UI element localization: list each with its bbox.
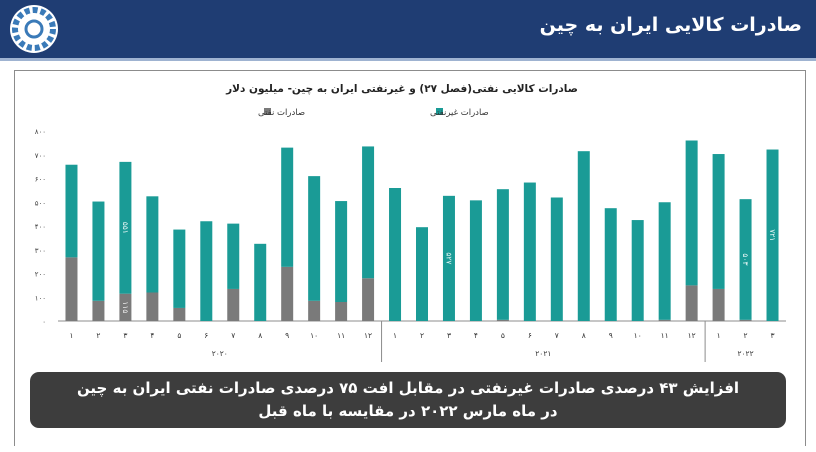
logo-icon xyxy=(10,5,58,53)
bar-nonoil-19 xyxy=(550,197,563,321)
banner-line-2: در ماه مارس ۲۰۲۲ در مقایسه با ماه قبل xyxy=(258,402,558,420)
bar-oil-2 xyxy=(92,300,105,321)
bar-nonoil-23 xyxy=(658,202,671,320)
bar-nonoil-20 xyxy=(577,151,590,321)
x-tick-label: ۵ xyxy=(501,331,505,340)
data-label-2: ۱۱۵ xyxy=(121,301,130,313)
bar-oil-24 xyxy=(685,285,698,321)
x-tick-label: ۱ xyxy=(393,331,397,340)
bar-nonoil-3 xyxy=(119,161,132,294)
bar-nonoil-8 xyxy=(254,243,267,321)
legend-swatch-1 xyxy=(264,108,271,115)
y-tick-label: ۱۰۰ xyxy=(35,294,46,302)
bar-nonoil-11 xyxy=(335,201,348,302)
data-label-1: ۵۵۱ xyxy=(121,222,130,234)
y-tick-label: ۷۰۰ xyxy=(35,152,46,160)
x-tick-label: ۱ xyxy=(69,331,73,340)
bar-nonoil-13 xyxy=(389,188,402,321)
x-tick-label: ۷ xyxy=(555,331,559,340)
x-tick-label: ۱۰ xyxy=(634,331,642,340)
legend-label-1: صادرات نفتی xyxy=(258,108,305,118)
bar-nonoil-6 xyxy=(200,221,213,321)
bar-nonoil-2 xyxy=(92,201,105,301)
bar-nonoil-21 xyxy=(604,208,617,321)
x-tick-label: ۲ xyxy=(420,331,424,340)
bar-nonoil-22 xyxy=(631,220,644,321)
page-title: صادرات کالایی ایران به چین xyxy=(539,14,802,36)
bar-oil-10 xyxy=(308,300,321,321)
bar-oil-7 xyxy=(227,288,240,321)
x-tick-label: ۳ xyxy=(447,331,451,340)
bar-oil-17 xyxy=(496,319,509,321)
x-tick-label: ۹ xyxy=(609,331,613,340)
bar-oil-1 xyxy=(65,257,78,321)
bar-nonoil-27 xyxy=(766,149,779,321)
bar-nonoil-14 xyxy=(416,227,428,321)
x-tick-label: ۱۱ xyxy=(661,331,669,340)
bar-nonoil-18 xyxy=(523,182,536,321)
group-label-3: ۲۰۲۲ xyxy=(737,349,753,358)
bar-nonoil-7 xyxy=(227,223,240,289)
bar-nonoil-25 xyxy=(712,154,725,289)
chart-title: صادرات کالایی نفتی(فصل ۲۷) و غیرنفتی ایر… xyxy=(225,83,578,95)
data-label-3: ۵۲۷ xyxy=(444,252,453,264)
x-tick-label: ۱ xyxy=(717,331,721,340)
header-bar: صادرات کالایی ایران به چین xyxy=(0,0,816,61)
x-tick-label: ۲ xyxy=(96,331,100,340)
bar-nonoil-9 xyxy=(281,147,294,267)
bar-oil-25 xyxy=(712,288,725,321)
bar-nonoil-12 xyxy=(362,146,375,279)
x-tick-label: ۱۲ xyxy=(688,331,696,340)
bar-oil-9 xyxy=(281,266,294,321)
bar-oil-12 xyxy=(362,278,375,321)
y-tick-label: ۴۰۰ xyxy=(35,223,46,231)
bar-oil-5 xyxy=(173,307,186,321)
bar-nonoil-26 xyxy=(739,199,752,320)
y-tick-label: ۰ xyxy=(42,318,46,326)
x-tick-label: ۱۱ xyxy=(337,331,345,340)
banner-line-1: افزایش ۴۳ درصدی صادرات غیرنفتی در مقابل … xyxy=(76,379,740,397)
data-label-4: ۵۰۳ xyxy=(741,253,750,265)
bar-nonoil-4 xyxy=(146,196,159,293)
bar-oil-11 xyxy=(335,302,348,321)
bar-nonoil-15 xyxy=(442,195,455,321)
bar-nonoil-17 xyxy=(496,189,509,320)
x-tick-label: ۲ xyxy=(744,331,748,340)
y-tick-label: ۳۰۰ xyxy=(35,247,46,255)
x-tick-label: ۶ xyxy=(528,331,532,340)
x-tick-label: ۷ xyxy=(231,331,235,340)
x-tick-label: ۴ xyxy=(150,331,154,340)
x-tick-label: ۱۲ xyxy=(364,331,372,340)
bar-oil-26 xyxy=(739,319,752,321)
bar-oil-3 xyxy=(119,293,132,321)
group-label-2: ۲۰۲۱ xyxy=(535,349,551,358)
x-tick-label: ۱۰ xyxy=(310,331,318,340)
bar-nonoil-24 xyxy=(685,140,698,286)
y-tick-label: ۵۰۰ xyxy=(35,199,46,207)
bar-nonoil-1 xyxy=(65,164,78,258)
x-tick-label: ۴ xyxy=(474,331,478,340)
summary-banner: افزایش ۴۳ درصدی صادرات غیرنفتی در مقابل … xyxy=(30,372,786,428)
x-tick-label: ۳ xyxy=(123,331,127,340)
x-tick-label: ۹ xyxy=(285,331,289,340)
data-label-5: ۷۲۱ xyxy=(768,229,777,241)
bar-nonoil-10 xyxy=(308,176,321,301)
bar-oil-23 xyxy=(658,319,671,321)
legend-label-2: صادرات غیرنفتی xyxy=(430,108,489,118)
bar-nonoil-16 xyxy=(469,200,482,321)
x-tick-label: ۸ xyxy=(582,331,586,340)
y-tick-label: ۲۰۰ xyxy=(35,271,46,279)
y-tick-label: ۸۰۰ xyxy=(35,128,46,136)
chart-frame xyxy=(14,70,806,446)
x-tick-label: ۶ xyxy=(204,331,208,340)
x-tick-label: ۸ xyxy=(258,331,262,340)
group-label-1: ۲۰۲۰ xyxy=(212,349,228,358)
legend-swatch-2 xyxy=(436,108,443,115)
bar-nonoil-5 xyxy=(173,229,186,308)
bar-oil-4 xyxy=(146,292,159,321)
y-tick-label: ۶۰۰ xyxy=(35,176,46,184)
x-tick-label: ۳ xyxy=(771,331,775,340)
x-tick-label: ۵ xyxy=(177,331,181,340)
